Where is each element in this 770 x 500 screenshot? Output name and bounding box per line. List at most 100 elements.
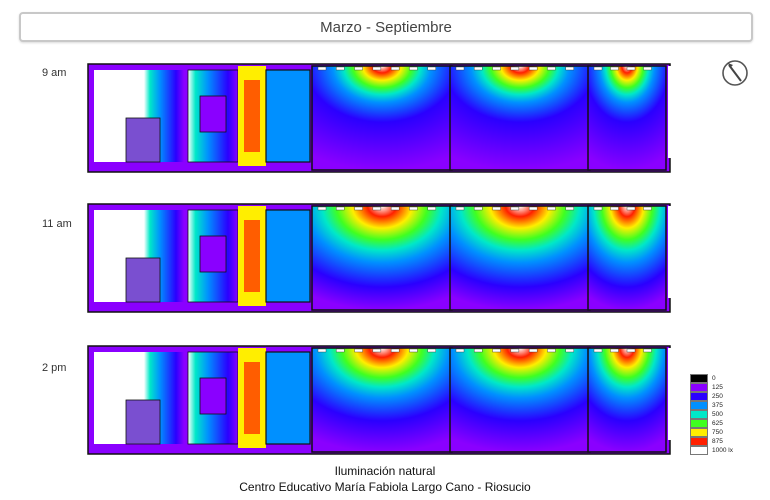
legend-swatch: [690, 437, 708, 446]
window: [610, 66, 619, 71]
window: [626, 206, 636, 211]
window: [409, 66, 418, 71]
window: [336, 66, 345, 71]
service-block: [199, 235, 227, 273]
window: [528, 206, 538, 211]
window: [455, 348, 465, 353]
legend-swatch: [690, 383, 708, 392]
east-corridor: [668, 66, 680, 158]
illuminance-plan-9am: [87, 63, 680, 173]
service-block: [199, 377, 227, 415]
window: [427, 348, 436, 353]
classroom: [449, 205, 591, 311]
time-label-9am: 9 am: [42, 67, 67, 79]
window: [427, 206, 436, 211]
window: [474, 348, 483, 353]
window: [565, 348, 574, 353]
classroom: [449, 65, 591, 171]
east-corridor: [668, 348, 680, 440]
window: [492, 206, 501, 211]
window: [317, 66, 327, 71]
time-label-11am: 11 am: [42, 218, 72, 230]
window: [610, 348, 619, 353]
legend-swatch: [690, 401, 708, 410]
window: [474, 206, 483, 211]
courtyard-core: [244, 362, 260, 434]
window: [626, 348, 636, 353]
classroom: [587, 65, 667, 171]
window: [528, 66, 538, 71]
legend-swatch: [690, 392, 708, 401]
window: [492, 348, 501, 353]
window: [474, 66, 483, 71]
window: [390, 348, 400, 353]
legend-label: 125: [712, 384, 723, 391]
window: [547, 206, 556, 211]
window: [565, 66, 574, 71]
window: [643, 66, 652, 71]
illuminance-legend: 0 125 250 375 500 625 750 875 1000 lx: [690, 374, 733, 455]
legend-label: 250: [712, 393, 723, 400]
legend-row: 625: [690, 419, 733, 428]
illuminance-plan-2pm: [87, 345, 680, 455]
caption-title: Iluminación natural: [334, 464, 436, 478]
window: [317, 348, 327, 353]
window: [510, 348, 520, 353]
window: [492, 66, 501, 71]
window: [372, 348, 382, 353]
stair-block: [125, 257, 161, 303]
page-title: Marzo - Septiembre: [320, 18, 452, 36]
legend-row: 0: [690, 374, 733, 383]
window: [593, 348, 603, 353]
legend-swatch: [690, 410, 708, 419]
north-compass-icon: [722, 60, 748, 86]
window: [372, 206, 382, 211]
legend-row: 875: [690, 437, 733, 446]
window: [528, 348, 538, 353]
legend-label: 875: [712, 438, 723, 445]
window: [643, 206, 652, 211]
legend-label: 625: [712, 420, 723, 427]
legend-label: 1000 lx: [712, 447, 733, 454]
window: [390, 66, 400, 71]
classroom: [311, 205, 453, 311]
window: [409, 206, 418, 211]
window: [409, 348, 418, 353]
window: [565, 206, 574, 211]
stair-block: [125, 399, 161, 445]
legend-label: 0: [712, 375, 716, 382]
legend-row: 250: [690, 392, 733, 401]
service-block: [199, 95, 227, 133]
time-label-2pm: 2 pm: [42, 362, 67, 374]
legend-swatch: [690, 374, 708, 383]
header-box: Marzo - Septiembre: [19, 12, 753, 42]
window: [547, 348, 556, 353]
caption-subtitle: Centro Educativo María Fabiola Largo Can…: [239, 480, 531, 494]
legend-swatch: [690, 428, 708, 437]
classroom: [311, 347, 453, 453]
window: [610, 206, 619, 211]
window: [336, 348, 345, 353]
room-office: [265, 69, 311, 163]
window: [455, 66, 465, 71]
classroom: [587, 347, 667, 453]
legend-row: 375: [690, 401, 733, 410]
classroom: [449, 347, 591, 453]
window: [593, 206, 603, 211]
window: [354, 66, 363, 71]
legend-swatch: [690, 446, 708, 455]
illuminance-plan-11am: [87, 203, 680, 313]
legend-swatch: [690, 419, 708, 428]
window: [510, 206, 520, 211]
legend-row: 1000 lx: [690, 446, 733, 455]
window: [547, 66, 556, 71]
classroom: [587, 205, 667, 311]
window: [643, 348, 652, 353]
courtyard-core: [244, 220, 260, 292]
room-office: [265, 209, 311, 303]
courtyard-core: [244, 80, 260, 152]
legend-row: 750: [690, 428, 733, 437]
classroom: [311, 65, 453, 171]
window: [427, 66, 436, 71]
legend-label: 500: [712, 411, 723, 418]
